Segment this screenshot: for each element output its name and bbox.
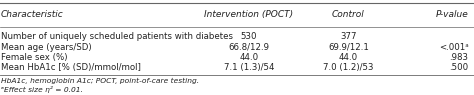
Text: .983: .983 [449,53,468,62]
Text: Mean HbA1c [% (SD)/mmol/mol]: Mean HbA1c [% (SD)/mmol/mol] [1,63,141,72]
Text: 44.0: 44.0 [339,53,358,62]
Text: 66.8/12.9: 66.8/12.9 [228,43,269,51]
Text: Mean age (years/SD): Mean age (years/SD) [1,43,91,51]
Text: 530: 530 [241,32,257,41]
Text: HbA1c, hemoglobin A1c; POCT, point-of-care testing.: HbA1c, hemoglobin A1c; POCT, point-of-ca… [1,78,199,84]
Text: ᵃEffect size η² = 0.01.: ᵃEffect size η² = 0.01. [1,86,83,93]
Text: Characteristic: Characteristic [1,10,64,19]
Text: Number of uniquely scheduled patients with diabetes: Number of uniquely scheduled patients wi… [1,32,233,41]
Text: Female sex (%): Female sex (%) [1,53,67,62]
Text: 377: 377 [340,32,356,41]
Text: 7.0 (1.2)/53: 7.0 (1.2)/53 [323,63,374,72]
Text: <.001ᵃ: <.001ᵃ [439,43,468,51]
Text: 44.0: 44.0 [239,53,258,62]
Text: Control: Control [332,10,365,19]
Text: .500: .500 [449,63,468,72]
Text: 69.9/12.1: 69.9/12.1 [328,43,369,51]
Text: Intervention (POCT): Intervention (POCT) [204,10,293,19]
Text: P-value: P-value [436,10,468,19]
Text: 7.1 (1.3)/54: 7.1 (1.3)/54 [224,63,274,72]
